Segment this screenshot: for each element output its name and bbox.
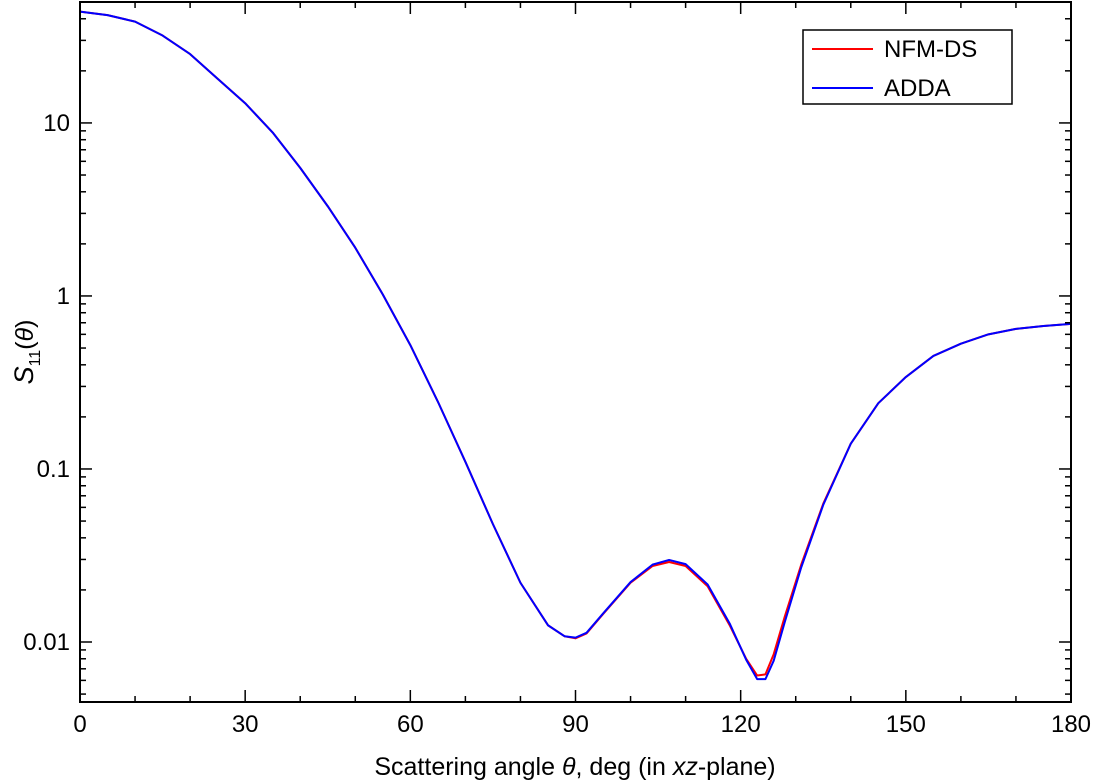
legend-label-nfm-ds: NFM-DS [884, 36, 977, 63]
tick-layer: 0 30 60 90 120 150 180 0.01 0.1 1 10 [23, 1, 1091, 738]
x-tick-label: 150 [886, 711, 926, 738]
x-axis-title: Scattering angle θ, deg (in xz-plane) [374, 753, 775, 781]
series-line-adda [79, 10, 1072, 681]
x-tick-label: 0 [73, 711, 86, 738]
series-layer [79, 10, 1072, 681]
y-tick-label: 10 [43, 110, 70, 137]
y-axis-title: S11(θ) [9, 320, 44, 385]
legend-box [802, 29, 1013, 105]
x-tick-label: 60 [397, 711, 424, 738]
legend-label-adda: ADDA [884, 75, 951, 102]
y-tick-label: 1 [57, 283, 70, 310]
x-tick-label: 30 [232, 711, 259, 738]
x-tick-label: 90 [562, 711, 589, 738]
legend: NFM-DS ADDA [802, 29, 1013, 105]
y-tick-label: 0.01 [23, 629, 70, 656]
x-tick-label: 180 [1051, 711, 1091, 738]
x-tick-label: 120 [721, 711, 761, 738]
y-tick-label: 0.1 [37, 456, 70, 483]
